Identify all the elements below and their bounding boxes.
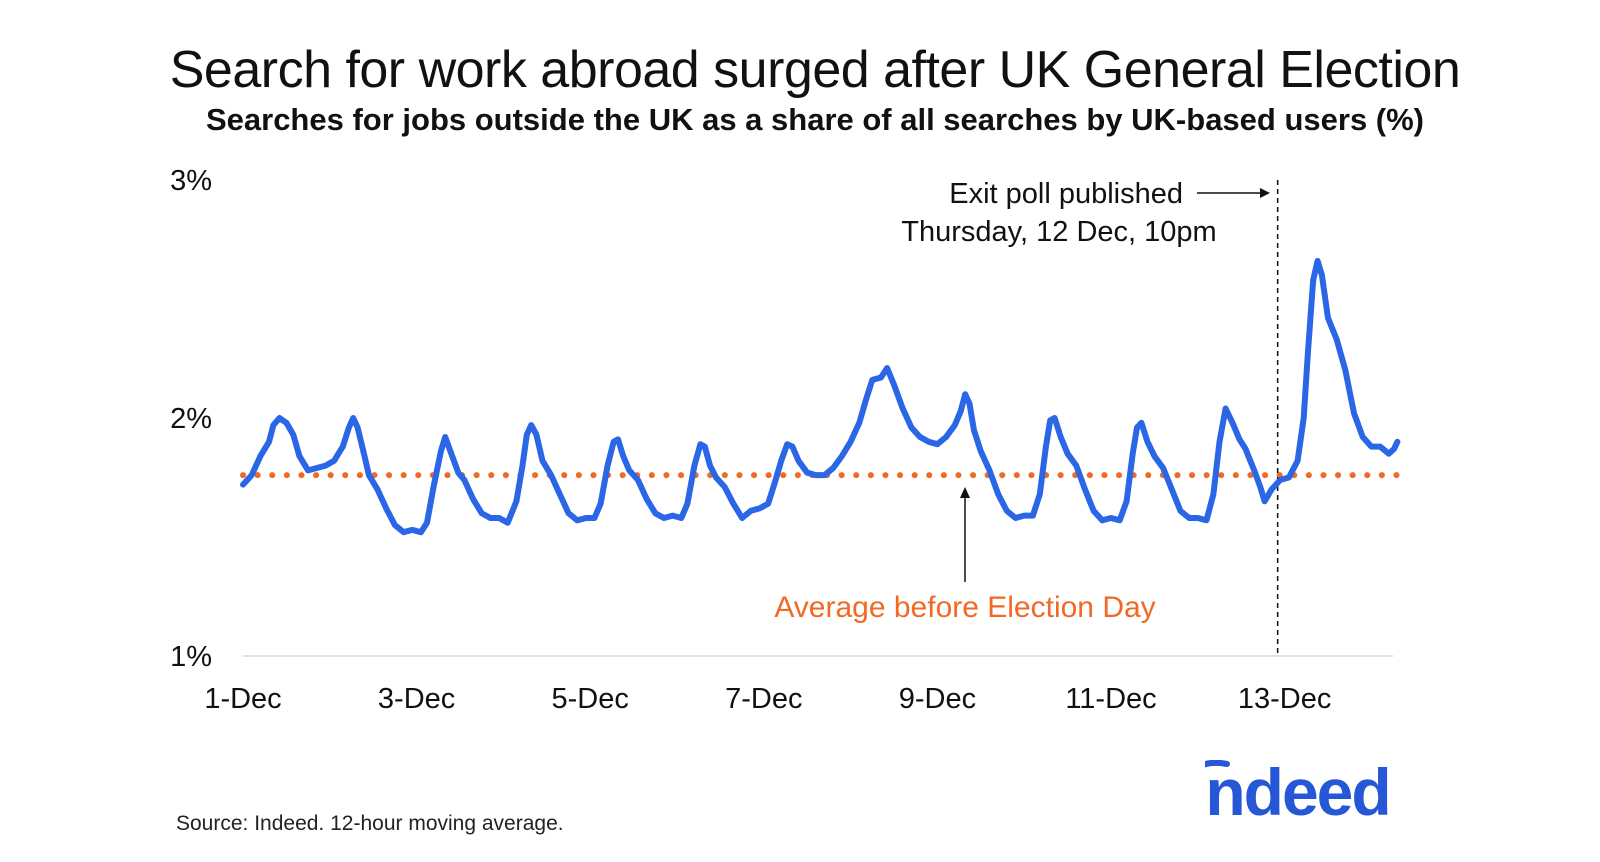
indeed-logo-arc (1205, 760, 1230, 768)
x-tick-label: 7-Dec (725, 683, 802, 715)
chart-title: Search for work abroad surged after UK G… (169, 41, 1461, 99)
y-tick-label: 2% (170, 403, 212, 435)
x-tick-label: 3-Dec (378, 683, 455, 715)
y-axis-ticks: 1% 2% 3% (170, 165, 212, 673)
exit-poll-label-line1: Exit poll published (949, 178, 1183, 210)
average-label: Average before Election Day (774, 591, 1155, 624)
indeed-logo-wordmark: indeed (1205, 760, 1390, 829)
average-arrow-head (960, 487, 970, 498)
source-note: Source: Indeed. 12-hour moving average. (176, 812, 564, 835)
x-tick-label: 11-Dec (1065, 683, 1156, 715)
x-tick-label: 13-Dec (1238, 683, 1332, 715)
exit-poll-arrow-head (1260, 188, 1270, 198)
y-tick-label: 1% (170, 641, 212, 673)
average-annotation: Average before Election Day (774, 487, 1156, 624)
x-tick-label: 9-Dec (899, 683, 976, 715)
x-axis-ticks: 1-Dec 3-Dec 5-Dec 7-Dec 9-Dec 11-Dec 13-Dec (204, 683, 1331, 715)
exit-poll-annotation: Exit poll published Thursday, 12 Dec, 10… (901, 178, 1270, 248)
chart-subtitle: Searches for jobs outside the UK as a sh… (205, 102, 1425, 137)
x-tick-label: 1-Dec (204, 683, 281, 715)
series-line-job-search-share (240, 257, 1401, 536)
y-tick-label: 3% (170, 165, 212, 197)
x-tick-label: 5-Dec (552, 683, 629, 715)
exit-poll-label-line2: Thursday, 12 Dec, 10pm (901, 216, 1216, 248)
indeed-logo: indeed (1205, 760, 1392, 829)
